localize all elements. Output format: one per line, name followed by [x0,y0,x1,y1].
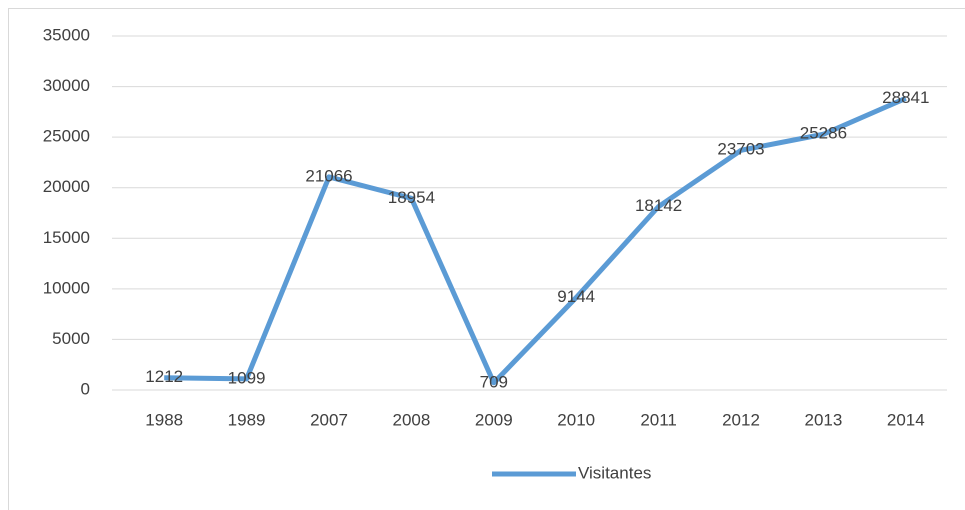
data-label: 18142 [635,196,682,215]
x-tick-label: 2009 [475,410,513,429]
data-label: 18954 [388,188,435,207]
data-label: 21066 [305,166,352,185]
y-tick-label: 15000 [43,228,90,247]
chart-border [8,8,965,510]
data-label: 709 [480,372,508,391]
x-tick-label: 2013 [804,410,842,429]
x-tick-label: 2008 [392,410,430,429]
data-label: 9144 [557,287,595,306]
x-tick-label: 1989 [228,410,266,429]
x-tick-label: 2014 [887,410,925,429]
x-tick-label: 2010 [557,410,595,429]
x-tick-label: 2007 [310,410,348,429]
data-label: 28841 [882,88,929,107]
y-tick-label: 5000 [52,329,90,348]
data-label: 25286 [800,124,847,143]
x-tick-label: 2011 [640,410,677,429]
series-line [164,96,907,386]
y-tick-label: 30000 [43,76,90,95]
y-tick-label: 25000 [43,127,90,146]
data-label: 23703 [717,140,764,159]
data-label: 1212 [145,367,183,386]
x-tick-label: 2012 [722,410,760,429]
legend-label: Visitantes [578,463,651,482]
data-label: 1099 [228,368,266,387]
y-tick-label: 10000 [43,278,90,297]
x-tick-label: 1988 [145,410,183,429]
y-tick-label: 20000 [43,177,90,196]
y-tick-label: 35000 [43,25,90,44]
y-tick-label: 0 [81,379,90,398]
